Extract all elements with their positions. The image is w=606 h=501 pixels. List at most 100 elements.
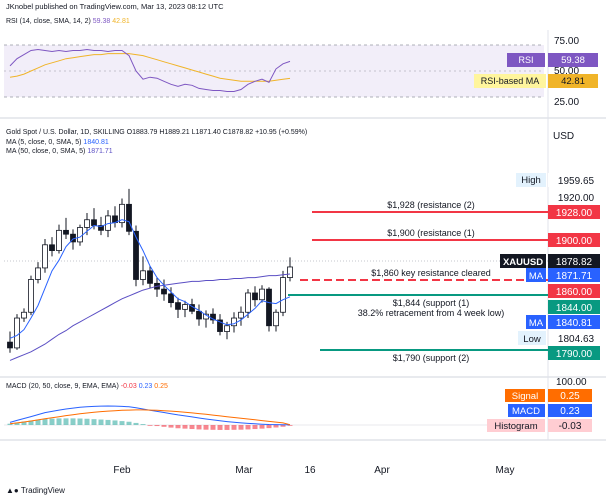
- ma50-line: [9, 273, 291, 361]
- candle-down: [266, 288, 272, 327]
- macd-histogram-bar: [91, 419, 97, 425]
- ma5-legend: MA (5, close, 0, SMA, 5) 1840.81: [6, 139, 109, 146]
- macd-histogram-bar: [140, 424, 146, 425]
- footer-brand: TradingView: [20, 486, 65, 495]
- candle-up: [56, 229, 62, 251]
- r1-tag-bg: [548, 233, 600, 247]
- candle-up: [77, 227, 83, 243]
- macd-histogram-bar: [7, 423, 13, 425]
- s2-tag-bg: [548, 346, 600, 360]
- candles-group: [7, 188, 293, 353]
- candle-up: [21, 311, 27, 319]
- candle-up: [84, 219, 90, 228]
- rsi-tag-label-bg: [507, 53, 545, 67]
- candle-up: [273, 311, 279, 327]
- candle-down: [133, 230, 139, 280]
- macd-legend-v2: 0.23: [138, 383, 153, 390]
- candle-up: [259, 288, 265, 301]
- candle-down: [126, 203, 132, 232]
- last-symbol-tag-bg: [500, 254, 546, 268]
- histogram-tag-value-bg: [548, 419, 592, 432]
- candle-up: [14, 317, 20, 349]
- macd-histogram-bar: [196, 425, 202, 430]
- low-tag-value: 1804.63: [558, 334, 595, 345]
- annotation-support-1: $1,844 (support (1): [393, 298, 470, 308]
- rsi-ma-tag-label: RSI-based MA: [481, 76, 540, 86]
- rsi-axis-25: 25.00: [554, 97, 579, 108]
- time-axis-apr: Apr: [374, 465, 390, 476]
- rsi-ma-tag-value: 42.81: [561, 76, 585, 87]
- rsi-axis-50: 50.00: [554, 66, 579, 77]
- macd-tag-value: 0.23: [560, 406, 580, 417]
- candle-up: [224, 325, 230, 332]
- macd-histogram-bar: [21, 421, 27, 425]
- candle-down: [168, 293, 174, 304]
- histogram-tag-label-bg: [487, 419, 545, 432]
- histogram-tag-label: Histogram: [494, 421, 537, 432]
- signal-tag-label-bg: [505, 389, 545, 402]
- candle-down: [196, 310, 202, 320]
- time-axis-mar: Mar: [235, 465, 253, 476]
- last-symbol-tag: XAUUSD: [503, 257, 543, 268]
- candle-down: [91, 219, 97, 226]
- ma50-legend-title: MA (50, close, 0, SMA, 5): [6, 148, 86, 155]
- rsi-tag-value: 59.38: [561, 55, 585, 66]
- macd-legend-v3: 0.25: [154, 383, 168, 390]
- published-by: JKnobel published on TradingView.com, Ma…: [6, 2, 224, 11]
- macd-histogram-bar: [133, 422, 139, 425]
- candle-down: [147, 270, 153, 284]
- key-resistance-tag-bg: [548, 284, 600, 298]
- annotation-resistance-2: $1,928 (resistance (2): [387, 200, 475, 210]
- rsi-ma-tag-value-bg: [548, 74, 598, 88]
- annotation-support-2: $1,790 (support (2): [393, 353, 470, 363]
- rsi-legend-value: 59.38: [92, 18, 111, 25]
- ma5-tag-label: MA: [529, 318, 544, 329]
- axis-1920: 1920.00: [558, 193, 595, 204]
- key-resistance-tag: 1860.00: [556, 287, 593, 298]
- macd-histogram-bar: [245, 425, 251, 430]
- candle-down: [252, 292, 258, 301]
- s1-tag-bg: [548, 300, 600, 314]
- rsi-legend-ma-value: 42.81: [112, 18, 130, 25]
- high-tag-value-bg: [548, 173, 604, 187]
- macd-histogram-bar: [105, 419, 111, 425]
- rsi-legend: RSI (14, close, SMA, 14, 2) 59.38 42.81: [6, 18, 130, 25]
- macd-signal-line: [9, 409, 291, 426]
- rsi-legend-title: RSI (14, close, SMA, 14, 2): [6, 18, 91, 25]
- ma5-tag-value-bg: [548, 315, 600, 329]
- macd-histogram-bar: [189, 425, 195, 430]
- tradingview-logo[interactable]: ▲● TradingView: [6, 486, 65, 495]
- candle-down: [63, 229, 69, 235]
- candle-down: [98, 225, 104, 231]
- annotation-key-resistance: $1,860 key resistance cleared: [371, 268, 491, 278]
- macd-histogram-bar: [217, 425, 223, 430]
- macd-histogram-bar: [98, 419, 104, 425]
- macd-tag-label-bg: [508, 404, 545, 417]
- macd-histogram-bar: [287, 425, 293, 426]
- macd-histogram-bar: [49, 418, 55, 425]
- r1-tag: 1900.00: [556, 236, 593, 247]
- macd-legend: MACD (20, 50, close, 9, EMA, EMA) -0.03 …: [6, 383, 168, 390]
- time-axis-may: May: [496, 465, 515, 476]
- macd-histogram-bar: [154, 425, 160, 427]
- macd-histogram-bar: [126, 421, 132, 425]
- last-price-tag: 1878.82: [556, 257, 593, 268]
- macd-histogram-bar: [70, 418, 76, 425]
- signal-tag-label: Signal: [512, 391, 538, 402]
- candle-up: [238, 311, 244, 319]
- macd-legend-title: MACD (20, 50, close, 9, EMA, EMA): [6, 383, 119, 390]
- time-axis-16: 16: [304, 465, 316, 476]
- time-axis-feb: Feb: [113, 465, 131, 476]
- macd-histogram-bar: [35, 419, 41, 425]
- main-legend-title: Gold Spot / U.S. Dollar, 1D, SKILLING O1…: [6, 129, 307, 136]
- macd-histogram-bar: [252, 425, 258, 430]
- annotation-resistance-1: $1,900 (resistance (1): [387, 228, 475, 238]
- macd-histogram-bar: [168, 425, 174, 428]
- ma50-tag-value-bg: [548, 268, 600, 282]
- rsi-tag-value-bg: [548, 53, 598, 67]
- macd-histogram-bar: [77, 418, 83, 425]
- last-price-tag-bg: [548, 254, 600, 268]
- macd-histogram-bar: [224, 425, 230, 430]
- axis-100: 100.00: [556, 377, 587, 388]
